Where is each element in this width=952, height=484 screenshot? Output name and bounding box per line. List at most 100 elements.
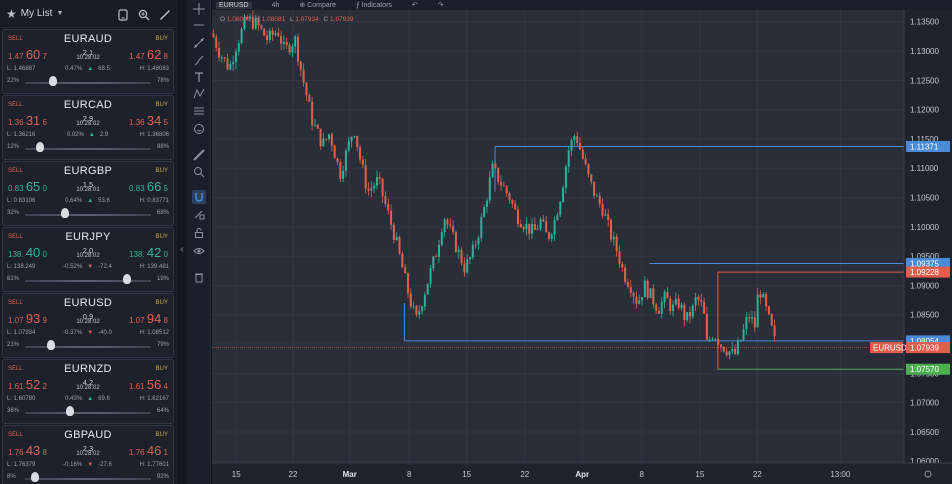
pattern-icon[interactable] <box>192 87 206 101</box>
candle-body <box>500 182 503 186</box>
interval-button[interactable]: 4h <box>271 1 280 9</box>
buy-price-fraction: 8 <box>163 52 168 61</box>
sentiment-left-percent: 32% <box>7 210 20 216</box>
candle-body <box>373 185 376 189</box>
redo-icon[interactable]: ↷ <box>437 2 444 9</box>
candle-body <box>773 325 776 337</box>
watchlist-cards: SELL EURAUD BUY 1.47 60 7 2.1 10:28:02 1.47 62… <box>2 29 174 484</box>
sentiment-meter: 36% 64% <box>3 406 173 420</box>
indicators-button[interactable]: ⨍ Indicators <box>355 2 392 9</box>
emoji-icon[interactable] <box>192 122 206 136</box>
sell-price[interactable]: 1.47 60 7 <box>8 47 47 62</box>
candle-body <box>742 328 745 341</box>
horizontal-line-icon[interactable] <box>192 18 206 32</box>
buy-price[interactable]: 1.76 46 1 <box>129 443 168 458</box>
buy-button[interactable]: BUY <box>155 432 168 438</box>
watchlist-card-eurusd[interactable]: SELL EURUSD BUY 1.07 93 9 0.9 10:28:02 1.07 94… <box>2 293 174 358</box>
lock-drawing-icon[interactable] <box>192 207 206 221</box>
star-icon[interactable]: ★ <box>6 6 17 21</box>
undo-icon[interactable]: ↶ <box>411 2 418 9</box>
buy-button[interactable]: BUY <box>155 102 168 108</box>
sell-button[interactable]: SELL <box>8 366 23 372</box>
candle-body <box>770 314 773 326</box>
sell-price[interactable]: 138. 40 0 <box>8 245 47 260</box>
watchlist-card-euraud[interactable]: SELL EURAUD BUY 1.47 60 7 2.1 10:28:02 1.47 62… <box>2 29 174 94</box>
day-high: H: 0.83771 <box>139 198 169 204</box>
pencil-icon[interactable] <box>159 8 171 20</box>
buy-button[interactable]: BUY <box>155 366 168 372</box>
candle-body <box>361 159 364 166</box>
buy-price[interactable]: 1.61 56 4 <box>129 377 168 392</box>
sell-button[interactable]: SELL <box>8 300 23 306</box>
change-percent: 0.43% <box>65 396 83 402</box>
text-tool-icon[interactable] <box>192 70 206 84</box>
candle-body <box>474 244 477 246</box>
crosshair-icon[interactable] <box>192 2 206 16</box>
candle-body <box>511 200 514 204</box>
change-points: -72.4 <box>98 264 112 270</box>
zoom-in-icon[interactable] <box>138 8 150 20</box>
candle-body <box>249 16 252 19</box>
sell-price-fraction: 0 <box>42 184 47 193</box>
watchlist-card-eurgbp[interactable]: SELL EURGBP BUY 0.83 65 0 1.5 10:28:01 0.83 66… <box>2 161 174 226</box>
buy-button[interactable]: BUY <box>155 168 168 174</box>
chevron-down-icon[interactable]: ▼ <box>56 10 64 17</box>
chart-symbol[interactable]: EURUSD <box>216 1 252 9</box>
chart-canvas[interactable]: 1.13500 1.13000 1.12500 1.12000 1.11500 1.110… <box>212 0 952 484</box>
buy-price[interactable]: 138. 42 0 <box>129 245 168 260</box>
sell-button[interactable]: SELL <box>8 234 23 240</box>
buy-price[interactable]: 1.07 94 8 <box>129 311 168 326</box>
magnet-icon[interactable] <box>192 190 206 204</box>
chart-toolbar: EURUSD 4h ⊕ Compare ⨍ Indicators ↶ ↷ <box>212 0 952 10</box>
watchlist-card-eurjpy[interactable]: SELL EURJPY BUY 138. 40 0 2.0 10:28:02 138. 42… <box>2 227 174 292</box>
watchlist-card-eurcad[interactable]: SELL EURCAD BUY 1.36 31 6 2.9 10:28:02 1.36 34… <box>2 95 174 160</box>
magnifier-icon[interactable] <box>192 165 206 179</box>
candle-body <box>438 245 441 257</box>
sell-price[interactable]: 1.36 31 6 <box>8 113 47 128</box>
sell-price[interactable]: 1.07 93 9 <box>8 311 47 326</box>
sentiment-bar <box>25 478 151 480</box>
buy-button[interactable]: BUY <box>155 234 168 240</box>
trend-line-icon[interactable] <box>192 36 206 50</box>
sell-button[interactable]: SELL <box>8 432 23 438</box>
watchlist-card-gbpaud[interactable]: SELL GBPAUD BUY 1.76 43 8 2.3 10:28:02 1.76 46… <box>2 425 174 484</box>
change-percent: 0.64% <box>65 198 83 204</box>
price-chart[interactable]: 1.13500 1.13000 1.12500 1.12000 1.11500 1.110… <box>212 0 952 484</box>
sell-price[interactable]: 0.83 65 0 <box>8 179 47 194</box>
sell-price-pips: 93 <box>25 311 41 326</box>
watchlist-card-eurnzd[interactable]: SELL EURNZD BUY 1.61 52 2 4.2 10:28:02 1.61 56… <box>2 359 174 424</box>
sell-price-fraction: 2 <box>42 382 47 391</box>
sell-button[interactable]: SELL <box>8 102 23 108</box>
buy-price[interactable]: 1.36 34 5 <box>129 113 168 128</box>
buy-button[interactable]: BUY <box>155 300 168 306</box>
gear-icon[interactable] <box>924 470 932 478</box>
candle-body <box>435 256 438 258</box>
lock-icon[interactable] <box>192 226 206 240</box>
trash-icon[interactable] <box>192 270 206 284</box>
quote-time: 10:28:01 <box>76 187 100 193</box>
fib-icon[interactable] <box>192 104 206 118</box>
sell-button[interactable]: SELL <box>8 36 23 42</box>
buy-price[interactable]: 1.47 62 8 <box>129 47 168 62</box>
quote-time: 10:28:02 <box>76 253 100 259</box>
time-tick-label: 8 <box>407 470 412 479</box>
day-low: L: 1.36216 <box>7 132 36 138</box>
eye-icon[interactable] <box>192 244 206 258</box>
watchlist-title[interactable]: My List <box>20 8 53 19</box>
day-high: H: 1.62167 <box>139 396 169 402</box>
sell-price-fraction: 6 <box>42 118 47 127</box>
sell-price[interactable]: 1.61 52 2 <box>8 377 47 392</box>
buy-button[interactable]: BUY <box>155 36 168 42</box>
tablet-icon[interactable] <box>117 8 129 21</box>
sentiment-bar <box>25 82 151 84</box>
candle-body <box>674 298 677 305</box>
sell-price[interactable]: 1.76 43 8 <box>8 443 47 458</box>
sell-button[interactable]: SELL <box>8 168 23 174</box>
brush-icon[interactable] <box>192 54 206 68</box>
ruler-icon[interactable] <box>192 148 206 162</box>
buy-price[interactable]: 0.83 66 5 <box>129 179 168 194</box>
compare-button[interactable]: ⊕ Compare <box>299 2 336 9</box>
candle-body <box>711 339 714 341</box>
candle-body <box>246 17 249 19</box>
chevron-left-icon[interactable]: ‹ <box>180 244 184 255</box>
